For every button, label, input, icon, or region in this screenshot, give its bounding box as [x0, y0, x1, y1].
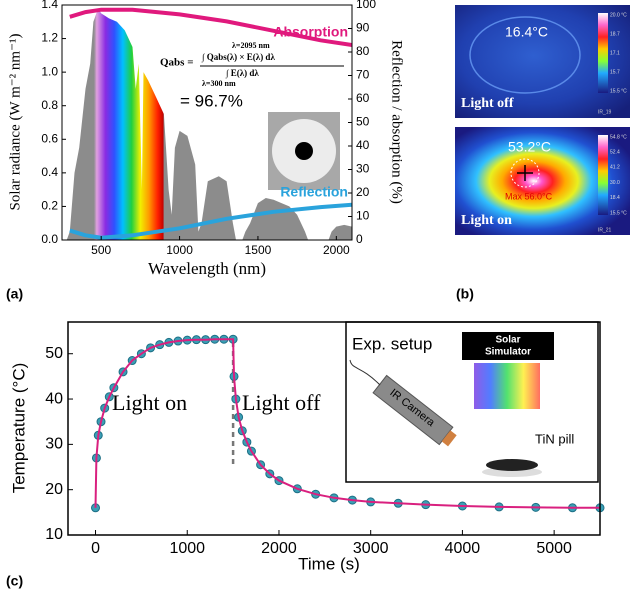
y-tick-label: 20: [45, 481, 63, 498]
color-scale-label: 15.5 °C: [610, 88, 627, 94]
simulator-label: Simulator: [485, 347, 531, 358]
y2-tick-label: 20: [356, 185, 370, 199]
y2-tick-label: 60: [356, 91, 370, 105]
color-scale-label: 15.7: [610, 69, 620, 75]
series-label: Reflection: [280, 183, 348, 199]
formula-limit: λ=2095 nm: [232, 41, 270, 50]
color-scale-label: 30.0: [610, 180, 620, 186]
spot-temperature: 16.4°C: [505, 24, 548, 40]
y2-tick-label: 100: [356, 0, 376, 11]
pill-outline: [469, 16, 581, 94]
x-tick-label: 1000: [169, 540, 205, 557]
x-tick-label: 1000: [166, 243, 193, 257]
y-tick-label: 1.2: [41, 31, 58, 45]
y-tick-label: 1.4: [41, 0, 58, 11]
color-scale-label: 54.8 °C: [610, 134, 627, 140]
formula-denominator: ∫ E(λ) dλ: [225, 68, 259, 79]
pill-center: [295, 142, 313, 160]
light-beam: [474, 363, 540, 409]
y-tick-label: 40: [45, 390, 63, 407]
spot-temperature: 53.2°C: [508, 139, 551, 155]
condition-label: Light off: [461, 96, 514, 111]
x-tick-label: 0: [91, 540, 100, 557]
plot-frame: [67, 321, 601, 536]
formula-limit: λ=300 nm: [202, 79, 236, 88]
panel-label: (a): [6, 286, 23, 302]
y2-tick-label: 10: [356, 209, 370, 223]
y2-tick-label: 40: [356, 138, 370, 152]
y-tick-label: 10: [45, 526, 63, 543]
x-tick-label: 3000: [353, 540, 389, 557]
image-id: IR_21: [598, 227, 612, 233]
x-tick-label: 5000: [536, 540, 572, 557]
x-axis-title: Wavelength (nm): [148, 259, 266, 278]
solar-simulator: [462, 332, 554, 360]
formula-lhs: Qabs =: [160, 57, 193, 69]
y2-tick-label: 0: [356, 232, 363, 246]
y2-tick-label: 90: [356, 21, 370, 35]
color-bar: [598, 135, 608, 215]
color-scale-label: 20.0 °C: [610, 12, 627, 18]
series-line: [69, 202, 352, 240]
panel-label: (b): [456, 286, 474, 302]
x-tick-label: 1500: [245, 243, 272, 257]
x-tick-label: 2000: [261, 540, 297, 557]
annotation: Light on: [112, 390, 187, 415]
max-temperature: Max 56.0°C: [505, 191, 553, 201]
simulator-label: Solar: [495, 335, 520, 346]
y2-tick-label: 30: [356, 162, 370, 176]
condition-label: Light on: [461, 213, 512, 228]
y-tick-label: 50: [45, 345, 63, 362]
camera-lens: [441, 430, 457, 447]
hot-spot: [510, 158, 540, 188]
panel-label: (c): [6, 573, 23, 589]
color-scale-label: 52.4: [610, 150, 620, 156]
annotation: Light off: [242, 390, 321, 415]
x-tick-label: 500: [91, 243, 111, 257]
color-scale-label: 18.7: [610, 31, 620, 37]
image-id: IR_19: [598, 109, 612, 115]
tin-pill: [486, 459, 538, 471]
y2-tick-label: 80: [356, 44, 370, 58]
y-axis-title: Solar radiance (W m⁻² nm⁻¹): [7, 33, 23, 210]
sample-label: TiN pill: [535, 431, 574, 446]
y-tick-label: 0.0: [41, 232, 58, 246]
x-tick-label: 4000: [445, 540, 481, 557]
y2-tick-label: 70: [356, 68, 370, 82]
series-line: [69, 7, 352, 47]
inset-title: Exp. setup: [352, 334, 432, 353]
y-tick-label: 0.2: [41, 199, 58, 213]
color-scale-label: 41.2: [610, 165, 620, 171]
absorptance-result: = 96.7%: [180, 91, 243, 110]
y-tick-label: 0.8: [41, 98, 58, 112]
x-tick-label: 2000: [323, 243, 350, 257]
y-tick-label: 1.0: [41, 64, 58, 78]
color-scale-label: 15.5 °C: [610, 210, 627, 216]
y-axis-title: Temperature (°C): [9, 363, 28, 494]
y-tick-label: 0.6: [41, 131, 58, 145]
color-bar: [598, 13, 608, 93]
series-label: Absorption: [273, 24, 348, 40]
y-tick-label: 0.4: [41, 165, 58, 179]
y2-axis-title: Reflection / absorption (%): [389, 40, 405, 204]
spectrum-area: [66, 8, 352, 240]
cable: [349, 359, 381, 386]
y-tick-label: 30: [45, 436, 63, 453]
fit-line: [94, 338, 600, 509]
y2-tick-label: 50: [356, 115, 370, 129]
color-scale-label: 18.4: [610, 195, 620, 201]
crosshair: [517, 165, 533, 181]
x-axis-title: Time (s): [298, 554, 360, 573]
color-scale-label: 17.1: [610, 50, 620, 56]
formula-numerator: ∫ Qabs(λ) × E(λ) dλ: [201, 52, 275, 63]
